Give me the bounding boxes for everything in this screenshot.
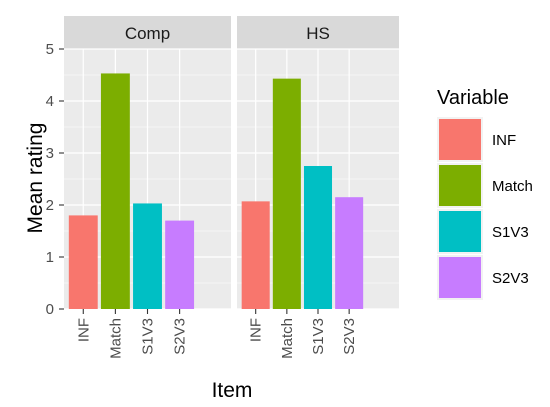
x-tick-label: S2V3 [172, 318, 189, 355]
x-tick-label: Match [107, 318, 124, 359]
legend-swatch-inf [439, 119, 481, 160]
y-axis-title: Mean rating [24, 123, 47, 234]
bar-hs-match [272, 78, 301, 309]
legend-swatch-s1v3 [439, 211, 481, 252]
x-tick-label: Match [279, 318, 296, 359]
legend: Variable INF Match S1V3 S2V3 [437, 87, 533, 300]
bar-comp-match [100, 73, 130, 309]
y-tick-label: 4 [46, 93, 54, 110]
x-axis: INF Match S1V3 S2V3 INF Match S1V3 S2V3 [75, 309, 358, 359]
bar-comp-inf [68, 215, 98, 309]
y-tick-label: 3 [46, 145, 54, 162]
x-tick-label: INF [75, 318, 92, 342]
bar-hs-s1v3 [303, 166, 333, 309]
x-axis-title: Item [212, 379, 253, 402]
y-tick-label: 2 [46, 197, 54, 214]
legend-swatch-s2v3 [439, 257, 481, 298]
y-tick-label: 0 [46, 301, 54, 318]
panel-comp [64, 48, 231, 310]
y-tick-label: 1 [46, 249, 54, 266]
x-tick-label: S1V3 [140, 318, 157, 355]
x-tick-label: S2V3 [341, 318, 358, 355]
y-axis: 0 1 2 3 4 5 [46, 41, 64, 318]
y-tick-label: 5 [46, 41, 54, 58]
x-tick-label: INF [248, 318, 265, 342]
bar-comp-s2v3 [165, 220, 195, 309]
legend-label-inf: INF [492, 132, 516, 149]
bar-comp-s1v3 [133, 203, 162, 309]
bar-hs-inf [241, 201, 270, 309]
facet-strip-comp [64, 16, 231, 49]
facet-label-comp: Comp [125, 24, 170, 43]
facet-strip-hs [237, 16, 399, 49]
legend-title: Variable [437, 87, 509, 109]
panel-hs [237, 48, 399, 310]
legend-label-match: Match [492, 178, 533, 195]
legend-swatch-match [439, 165, 481, 206]
x-tick-label: S1V3 [310, 318, 327, 355]
legend-label-s1v3: S1V3 [492, 224, 529, 241]
legend-label-s2v3: S2V3 [492, 270, 529, 287]
bar-hs-s2v3 [335, 197, 364, 309]
facet-label-hs: HS [306, 24, 330, 43]
